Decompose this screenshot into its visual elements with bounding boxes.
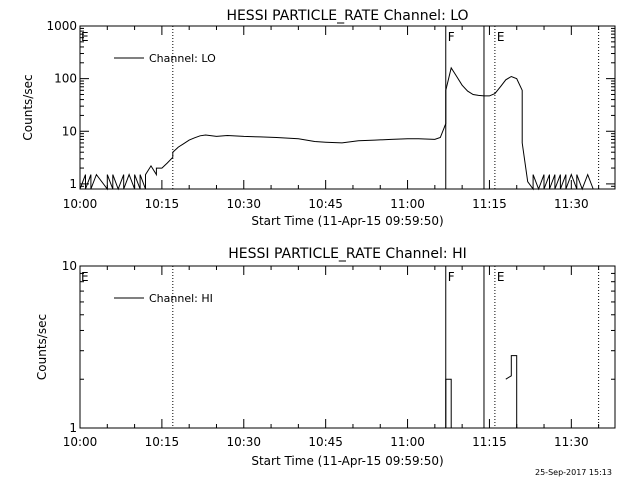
- plot-frame: [79, 25, 616, 190]
- x-tick-label: 11:30: [554, 435, 589, 449]
- y-tick-label: 1: [69, 421, 77, 435]
- x-tick-label: 10:45: [308, 435, 343, 449]
- marker-label: E: [497, 270, 505, 284]
- legend-entry: Channel: HI: [149, 292, 213, 305]
- y-tick-label: 10: [62, 259, 77, 273]
- data-series-line: [505, 355, 518, 428]
- x-axis-label: Start Time (11-Apr-15 09:59:50): [251, 454, 443, 468]
- chart-title: HESSI PARTICLE_RATE Channel: LO: [226, 8, 468, 24]
- corner-marker-label: E: [81, 270, 89, 284]
- marker-label: E: [497, 30, 505, 44]
- marker-label: F: [448, 270, 455, 284]
- y-tick-label: 1000: [46, 19, 77, 33]
- x-axis-label: Start Time (11-Apr-15 09:59:50): [251, 214, 443, 228]
- data-series-line: [79, 66, 594, 191]
- lo-channel-chart: HESSI PARTICLE_RATE Channel: LO 10:00 10:1…: [21, 8, 616, 228]
- y-tick-label: 1: [69, 177, 77, 191]
- marker-label: F: [448, 30, 455, 44]
- y-tick-label: 100: [54, 72, 77, 86]
- x-tick-label: 11:00: [390, 197, 425, 211]
- y-axis-label: Counts/sec: [21, 74, 35, 140]
- plot-frame: [79, 265, 616, 429]
- timestamp-label: 25-Sep-2017 15:13: [535, 468, 612, 477]
- data-series-line: [445, 378, 452, 428]
- x-tick-label: 11:00: [390, 435, 425, 449]
- x-tick-label: 11:30: [554, 197, 589, 211]
- legend-entry: Channel: LO: [149, 52, 216, 65]
- corner-marker-label: E: [81, 30, 89, 44]
- x-tick-label: 10:30: [226, 197, 261, 211]
- x-tick-label: 10:00: [63, 197, 98, 211]
- y-tick-label: 10: [62, 124, 77, 138]
- x-tick-label: 11:15: [472, 197, 507, 211]
- x-tick-label: 10:15: [145, 435, 180, 449]
- x-tick-label: 10:00: [63, 435, 98, 449]
- x-tick-label: 10:45: [308, 197, 343, 211]
- x-tick-label: 10:30: [226, 435, 261, 449]
- x-tick-label: 11:15: [472, 435, 507, 449]
- x-tick-label: 10:15: [145, 197, 180, 211]
- y-axis-label: Counts/sec: [35, 314, 49, 380]
- chart-title: HESSI PARTICLE_RATE Channel: HI: [228, 246, 466, 262]
- hi-channel-chart: HESSI PARTICLE_RATE Channel: HI 10:00 10:1…: [35, 246, 616, 468]
